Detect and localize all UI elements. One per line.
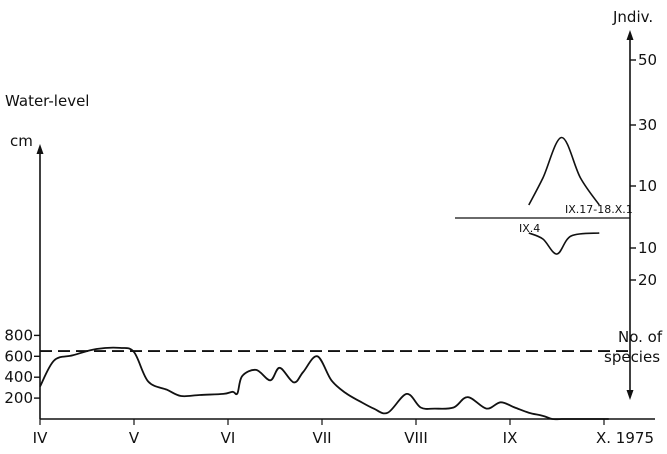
left-tick-label: 200 [4, 389, 33, 407]
x-tick-label: V [129, 429, 140, 447]
right-tick-label: 10 [638, 177, 657, 195]
x-tick-label: IV [33, 429, 48, 447]
right-tick-label: 10 [638, 239, 657, 257]
right-axis-arrow-top [626, 30, 634, 40]
right-axis-bottom-label-1: No. of [618, 328, 663, 346]
right-axis-top-label: Jndiv. [612, 8, 653, 26]
individuals-series-label: IX.17-18.X.1 [565, 203, 633, 216]
left-tick-label: 800 [4, 326, 33, 344]
left-axis-unit: cm [10, 132, 33, 150]
left-axis-title: Water-level [5, 92, 89, 110]
right-tick-label: 50 [638, 51, 657, 69]
x-tick-label: X. 1975 [596, 429, 654, 447]
right-ticks: 10 30 50 10 20 [630, 51, 657, 289]
water-level-line [39, 346, 609, 421]
left-tick-label: 400 [4, 368, 33, 386]
right-axis-arrow-bottom [626, 390, 634, 400]
species-line [528, 232, 600, 255]
individuals-line [528, 136, 600, 206]
x-tick-label: IX [503, 429, 518, 447]
left-tick-label: 600 [4, 347, 33, 365]
right-axis-bottom-label-2: species [604, 348, 660, 366]
x-tick-label: VII [312, 429, 331, 447]
x-tick-label: VIII [404, 429, 428, 447]
left-axis-arrow [36, 144, 44, 154]
x-tick-label: VI [221, 429, 236, 447]
right-tick-label: 30 [638, 116, 657, 134]
species-series-label: IX.4 [519, 222, 540, 235]
left-ticks: 200 400 600 800 [4, 326, 40, 407]
month-ticks: IV V VI VII VIII IX X. 1975 [33, 419, 654, 447]
right-tick-label: 20 [638, 271, 657, 289]
